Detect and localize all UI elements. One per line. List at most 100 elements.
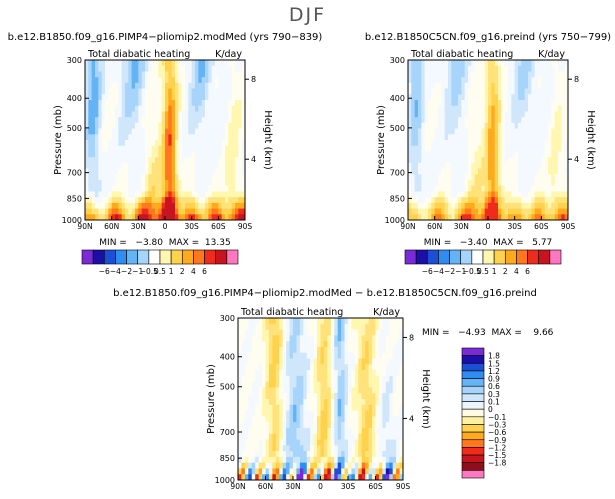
heatmap-cell (531, 157, 536, 164)
heatmap-cell (306, 387, 311, 394)
heatmap-cell (95, 82, 99, 89)
heatmap-cell (286, 341, 290, 348)
heatmap-cell (320, 329, 325, 336)
heatmap-cell (544, 100, 549, 107)
heatmap-cell (141, 162, 146, 169)
heatmap-cell (279, 445, 284, 452)
heatmap-cell (498, 191, 502, 198)
heatmap-cell (293, 427, 297, 435)
heatmap-cell (438, 174, 442, 181)
heatmap-cell (341, 375, 345, 383)
heatmap-cell (454, 157, 459, 164)
heatmap-cell (448, 82, 452, 89)
heatmap-cell (178, 100, 183, 107)
heatmap-cell (504, 168, 509, 175)
heatmap-cell (504, 214, 509, 221)
heatmap-cell (448, 151, 452, 158)
heatmap-cell (441, 214, 446, 221)
heatmap-cell (118, 157, 123, 164)
heatmap-cell (498, 185, 502, 192)
heatmap-cell (313, 433, 318, 440)
heatmap-cell (414, 88, 419, 95)
heatmap-cell (508, 197, 512, 204)
heatmap-cell (178, 71, 183, 78)
heatmap-cell (408, 208, 412, 215)
heatmap-cell (524, 168, 529, 175)
colorbar-label: −0.5 (463, 267, 481, 276)
heatmap-cell (354, 462, 359, 469)
heatmap-cell (484, 145, 489, 152)
heatmap-cell (514, 117, 519, 124)
heatmap-cell (141, 191, 146, 198)
heatmap-cell (313, 381, 318, 388)
heatmap-cell (108, 65, 113, 72)
heatmap-cell (491, 111, 496, 118)
heatmap-cell (375, 416, 380, 423)
heatmap-cell (396, 451, 400, 458)
heatmap-cell (458, 174, 462, 181)
heatmap-cell (101, 151, 106, 158)
heatmap-cell (181, 214, 186, 221)
heatmap-cell (392, 381, 397, 388)
heatmap-cell (191, 168, 196, 175)
heatmap-cell (191, 162, 196, 169)
heatmap-cell (141, 157, 146, 164)
heatmap-cell (299, 346, 304, 354)
heatmap-cell (279, 427, 284, 435)
heatmap-cell (358, 462, 363, 469)
heatmap-cell (458, 202, 462, 209)
heatmap-cell (282, 474, 287, 481)
heatmap-cell (441, 60, 446, 67)
heatmap-cell (348, 329, 352, 336)
heatmap-cell (262, 445, 266, 452)
heatmap-cell (145, 174, 149, 181)
heatmap-cell (354, 318, 359, 325)
heatmap-cell (558, 117, 562, 124)
heatmap-cell (148, 88, 153, 95)
heatmap-cell (431, 117, 436, 124)
heatmap-cell (484, 168, 489, 175)
heatmap-cell (258, 323, 263, 330)
heatmap-cell (195, 77, 199, 84)
heatmap-cell (258, 335, 263, 342)
heatmap-cell (323, 381, 328, 388)
heatmap-cell (514, 111, 519, 118)
heatmap-cell (368, 456, 373, 464)
heatmap-cell (296, 346, 301, 354)
heatmap-cell (272, 393, 277, 400)
heatmap-cell (161, 71, 166, 78)
heatmap-cell (548, 94, 552, 101)
heatmap-cell (88, 168, 93, 175)
heatmap-cell (544, 140, 549, 147)
heatmap-cell (272, 329, 277, 336)
heatmap-cell (408, 122, 412, 129)
heatmap-cell (275, 387, 280, 394)
heatmap-cell (464, 151, 469, 158)
heatmap-cell (201, 174, 206, 181)
heatmap-cell (251, 329, 256, 336)
heatmap-cell (389, 451, 394, 458)
heatmap-cell (188, 111, 193, 118)
heatmap-cell (441, 151, 446, 158)
heatmap-cell (125, 157, 129, 164)
heatmap-cell (454, 162, 459, 169)
heatmap-cell (428, 134, 432, 141)
heatmap-cell (188, 202, 193, 209)
heatmap-cell (178, 168, 183, 175)
heatmap-cell (382, 427, 387, 435)
heatmap-cell (484, 140, 489, 147)
heatmap-cell (195, 202, 199, 209)
heatmap-cell (558, 122, 562, 129)
heatmap-cell (411, 214, 416, 221)
heatmap-cell (538, 82, 542, 89)
heatmap-cell (564, 202, 569, 209)
heatmap-cell (334, 335, 339, 342)
heatmap-cell (474, 128, 479, 135)
heatmap-cell (168, 65, 173, 72)
heatmap-cell (215, 128, 219, 135)
heatmap-cell (481, 82, 486, 89)
heatmap-cell (101, 105, 106, 112)
heatmap-cell (238, 157, 243, 164)
heatmap-cell (341, 329, 345, 336)
heatmap-cell (494, 60, 499, 67)
